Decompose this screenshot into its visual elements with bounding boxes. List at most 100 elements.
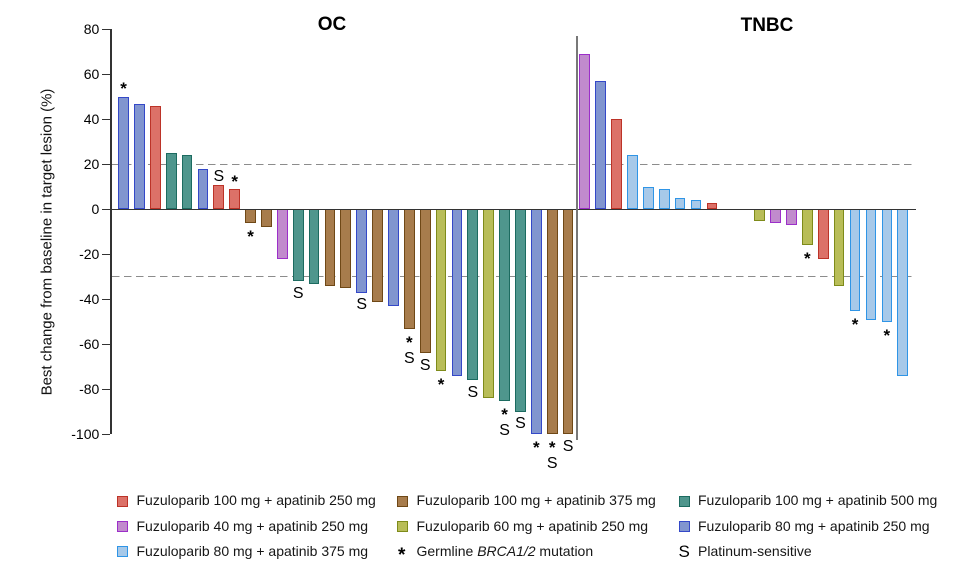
platinum-s-annotation: S [467, 383, 479, 401]
legend-label-f80a250: Fuzuloparib 80 mg + apatinib 250 mg [698, 517, 930, 534]
y-tick--100 [102, 433, 111, 436]
bar-tnbc-21 [897, 209, 909, 376]
brca-star-annotation: * [883, 325, 891, 345]
platinum-s-annotation: S [213, 167, 225, 185]
y-tick-label-20: 20 [83, 156, 100, 173]
bar-oc-18 [388, 209, 399, 307]
legend-swatch-f80a250 [678, 521, 690, 533]
brca-star-annotation: * [548, 438, 556, 458]
brca-star-annotation: * [851, 314, 859, 334]
y-tick-60 [102, 73, 111, 76]
platinum-s-annotation: S [515, 415, 526, 433]
brca-star-annotation: * [532, 438, 540, 458]
bar-tnbc-19 [865, 209, 877, 320]
bar-tnbc-6 [658, 189, 670, 210]
y-tick--80 [102, 388, 111, 391]
bar-oc-22 [451, 209, 463, 376]
legend-label-f60a250: Fuzuloparib 60 mg + apatinib 250 mg [416, 517, 649, 534]
bar-tnbc-14 [786, 209, 797, 226]
y-axis-title: Best change from baseline in target lesi… [38, 88, 56, 396]
bar-oc-13 [308, 209, 320, 284]
bar-oc-14 [324, 209, 336, 286]
platinum-s-annotation: S [356, 296, 367, 314]
bar-oc-20 [419, 209, 431, 354]
bar-tnbc-18 [849, 209, 861, 311]
bar-oc-2 [134, 103, 145, 210]
bar-oc-8 [229, 189, 240, 210]
bar-oc-10 [261, 209, 272, 228]
brca-star-annotation: * [405, 332, 413, 352]
bar-oc-21 [435, 209, 447, 372]
legend-label-f100a500: Fuzuloparib 100 mg + apatinib 500 mg [698, 492, 938, 509]
panel-title-oc: OC [317, 14, 347, 35]
bar-oc-11 [276, 209, 288, 259]
legend-swatch-f40a250 [117, 521, 128, 533]
bar-tnbc-5 [643, 186, 654, 210]
reference-line-20 [111, 163, 916, 165]
brca-star-annotation: * [501, 404, 508, 424]
bar-tnbc-13 [770, 209, 781, 223]
bar-oc-28 [546, 209, 558, 435]
bar-tnbc-16 [817, 209, 829, 259]
legend-label-f40a250: Fuzuloparib 40 mg + apatinib 250 mg [136, 517, 369, 534]
bar-oc-23 [467, 209, 479, 381]
bar-oc-9 [245, 209, 256, 223]
bar-oc-15 [340, 209, 352, 289]
platinum-s-annotation: S [419, 356, 431, 374]
bar-tnbc-15 [802, 209, 813, 246]
bar-tnbc-1 [579, 54, 591, 210]
bar-oc-5 [181, 155, 193, 210]
brca-star-annotation: * [120, 79, 127, 99]
bar-oc-4 [165, 153, 177, 210]
reference-line--30 [111, 276, 916, 278]
bar-oc-17 [372, 209, 383, 302]
bar-tnbc-17 [833, 209, 845, 286]
bar-oc-26 [515, 209, 526, 412]
y-tick-0 [102, 208, 111, 211]
y-tick-label--100: -100 [71, 426, 100, 443]
legend-label-platinum-sensitive: Platinum-sensitive [698, 542, 812, 559]
platinum-s-annotation: S [562, 437, 574, 455]
legend-label-f100a250: Fuzuloparib 100 mg + apatinib 250 mg [136, 492, 376, 509]
panel-separator [576, 36, 578, 440]
platinum-s-annotation: S [499, 421, 510, 439]
y-tick-label-80: 80 [83, 21, 100, 38]
y-tick-80 [102, 28, 111, 31]
platinum-s-annotation: S [546, 455, 558, 473]
bar-tnbc-4 [627, 155, 638, 210]
bar-oc-12 [292, 209, 304, 282]
bar-oc-29 [562, 209, 574, 435]
bar-oc-25 [499, 209, 510, 401]
legend-label-brca-mutation: Germline BRCA1/2 mutation [416, 542, 594, 559]
legend-label-f100a375: Fuzuloparib 100 mg + apatinib 375 mg [416, 492, 656, 509]
legend-swatch-f100a500 [678, 495, 690, 507]
y-tick--20 [102, 253, 111, 256]
y-axis-line [110, 29, 112, 435]
bar-tnbc-3 [611, 119, 622, 210]
platinum-s-annotation: S [292, 284, 304, 302]
y-tick-label-60: 60 [83, 66, 100, 83]
y-tick-label-0: 0 [91, 201, 100, 218]
legend-symbol-brca-star: * [398, 544, 406, 566]
bar-oc-27 [530, 209, 542, 435]
bar-oc-3 [149, 105, 161, 210]
y-tick-label--80: -80 [79, 381, 100, 398]
bar-oc-1 [118, 96, 129, 210]
bar-tnbc-20 [881, 209, 893, 322]
platinum-s-annotation: S [403, 349, 415, 367]
brca-star-annotation: * [231, 171, 238, 191]
legend-swatch-f60a250 [397, 521, 408, 533]
brca-star-annotation: * [437, 375, 445, 395]
panel-title-tnbc: TNBC [740, 15, 794, 36]
y-tick-label--60: -60 [79, 336, 100, 353]
y-tick--60 [102, 343, 111, 346]
y-tick--40 [102, 298, 111, 301]
zero-baseline [110, 208, 916, 211]
brca-star-annotation: * [804, 249, 811, 269]
y-tick-40 [102, 118, 111, 121]
y-tick-label--40: -40 [79, 291, 100, 308]
bar-tnbc-12 [754, 209, 765, 221]
y-tick-20 [102, 163, 111, 166]
bar-tnbc-2 [595, 81, 606, 210]
